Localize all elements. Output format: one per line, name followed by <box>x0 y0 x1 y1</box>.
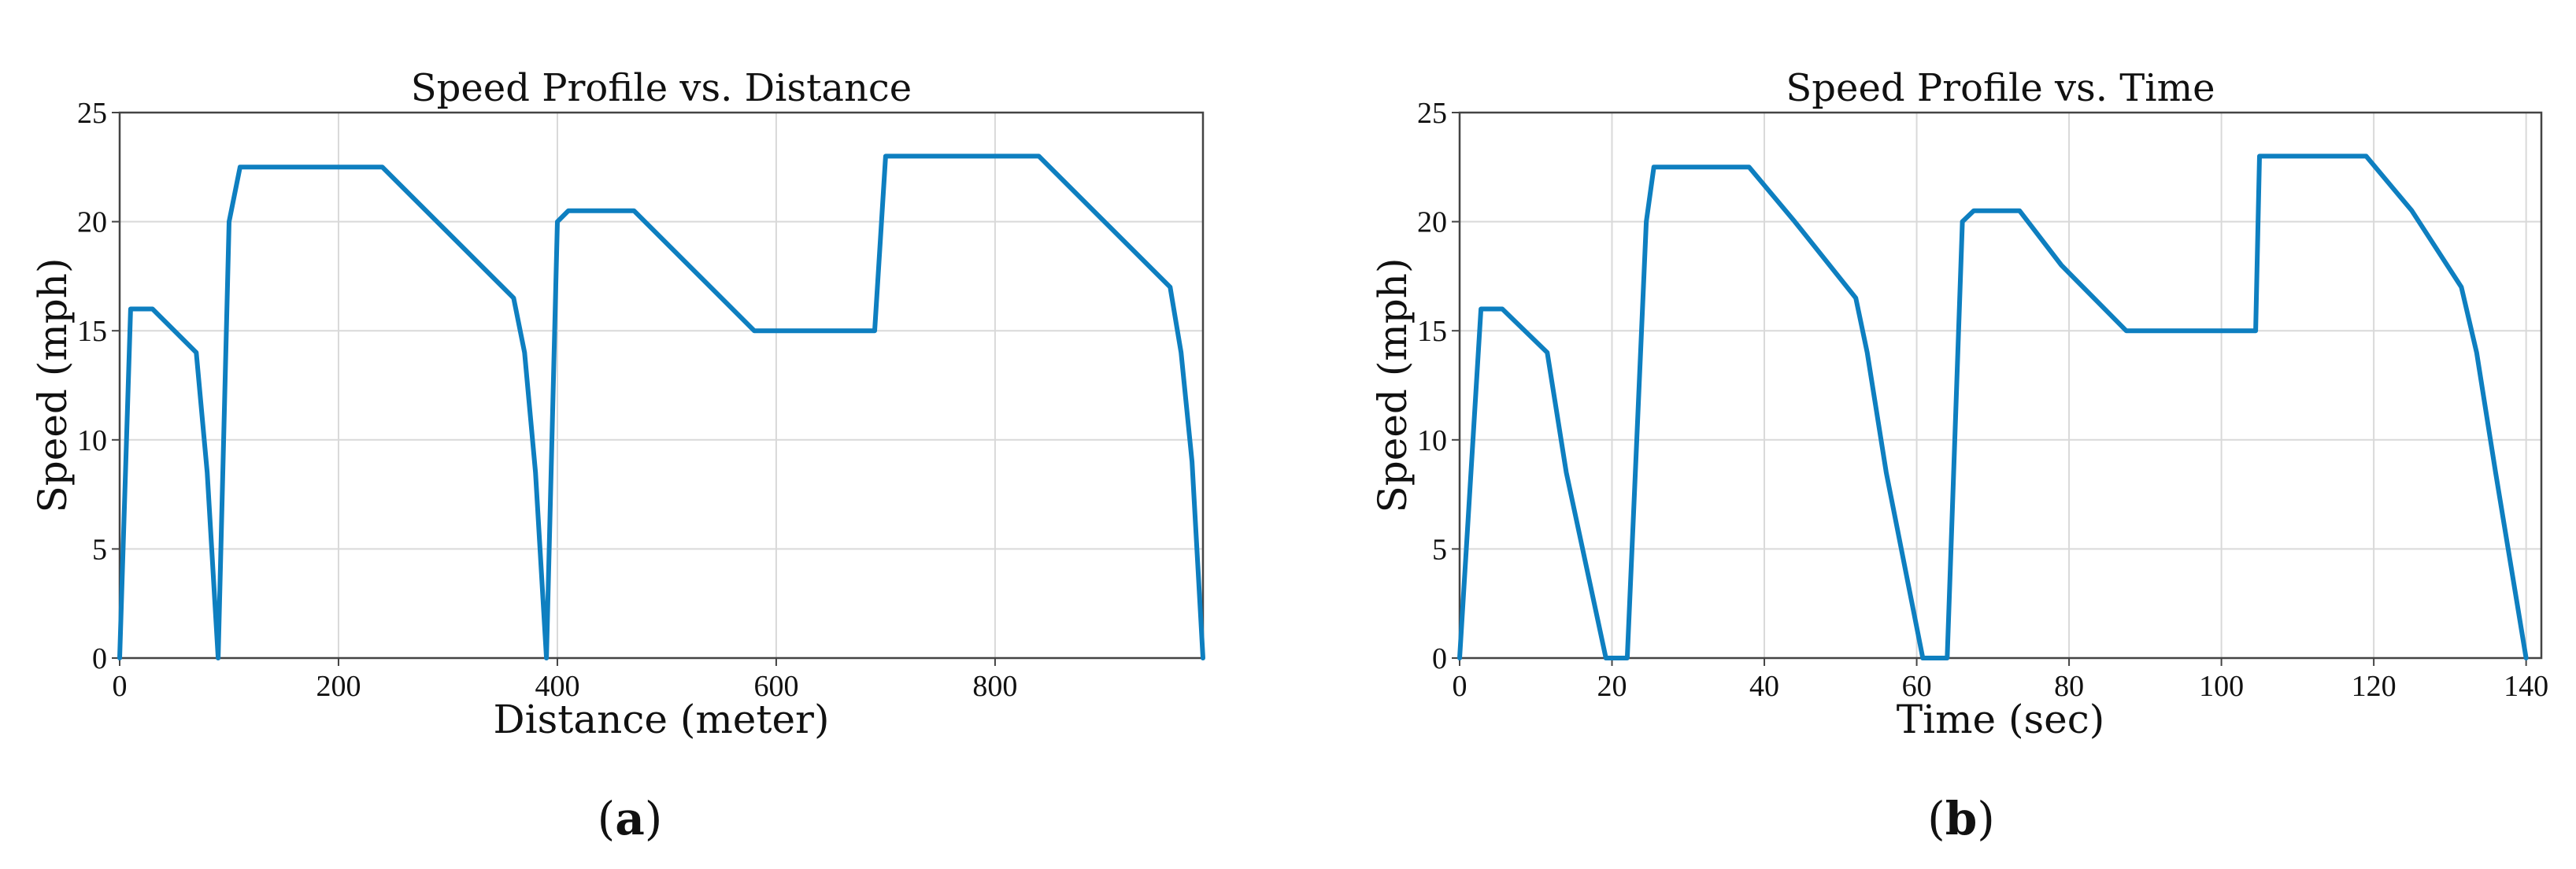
y-tick-label: 15 <box>77 315 107 348</box>
x-tick-label: 80 <box>2054 670 2084 703</box>
x-tick-label: 0 <box>1453 670 1468 703</box>
x-tick-label: 600 <box>753 670 798 703</box>
y-axis-label: Speed (mph) <box>30 258 76 513</box>
chart-title: Speed Profile vs. Distance <box>411 66 912 110</box>
y-tick-label: 5 <box>92 533 107 566</box>
x-tick-label: 140 <box>2504 670 2548 703</box>
y-tick-label: 10 <box>77 424 107 457</box>
y-tick-label: 10 <box>1417 424 1447 457</box>
x-tick-label: 200 <box>316 670 361 703</box>
x-axis-label: Distance (meter) <box>494 697 830 742</box>
y-tick-label: 5 <box>1432 533 1447 566</box>
y-tick-label: 0 <box>1432 642 1447 675</box>
y-tick-label: 20 <box>77 206 107 239</box>
x-tick-label: 60 <box>1902 670 1932 703</box>
y-tick-label: 15 <box>1417 315 1447 348</box>
y-tick-label: 20 <box>1417 206 1447 239</box>
plot-frame <box>1458 111 2543 660</box>
x-tick-label: 0 <box>113 670 128 703</box>
chart-speed-vs-time: 0 20 40 60 80 100 120 140 0 5 10 15 20 25 Speed Profi… <box>1370 66 2548 845</box>
y-axis-label: Speed (mph) <box>1370 258 1416 513</box>
x-tick-label: 400 <box>535 670 579 703</box>
panel-label-a: (a) <box>598 792 663 845</box>
series-line-speed <box>1457 153 2529 660</box>
chart-speed-vs-distance: 0 200 400 600 800 0 5 10 15 20 25 Speed Profile vs… <box>30 66 1205 845</box>
x-tick-label: 120 <box>2352 670 2396 703</box>
x-tick-label: 40 <box>1749 670 1779 703</box>
panel-label-b: (b) <box>1927 792 1995 845</box>
x-tick-label: 800 <box>972 670 1017 703</box>
y-tick-label: 0 <box>92 642 107 675</box>
series-line-speed <box>117 153 1205 660</box>
x-axis-label: Time (sec) <box>1897 697 2105 742</box>
y-tick-label: 25 <box>1417 97 1447 130</box>
chart-title: Speed Profile vs. Time <box>1786 66 2215 110</box>
plot-frame <box>118 111 1205 660</box>
x-tick-label: 100 <box>2199 670 2244 703</box>
y-tick-label: 25 <box>77 97 107 130</box>
x-tick-label: 20 <box>1597 670 1627 703</box>
